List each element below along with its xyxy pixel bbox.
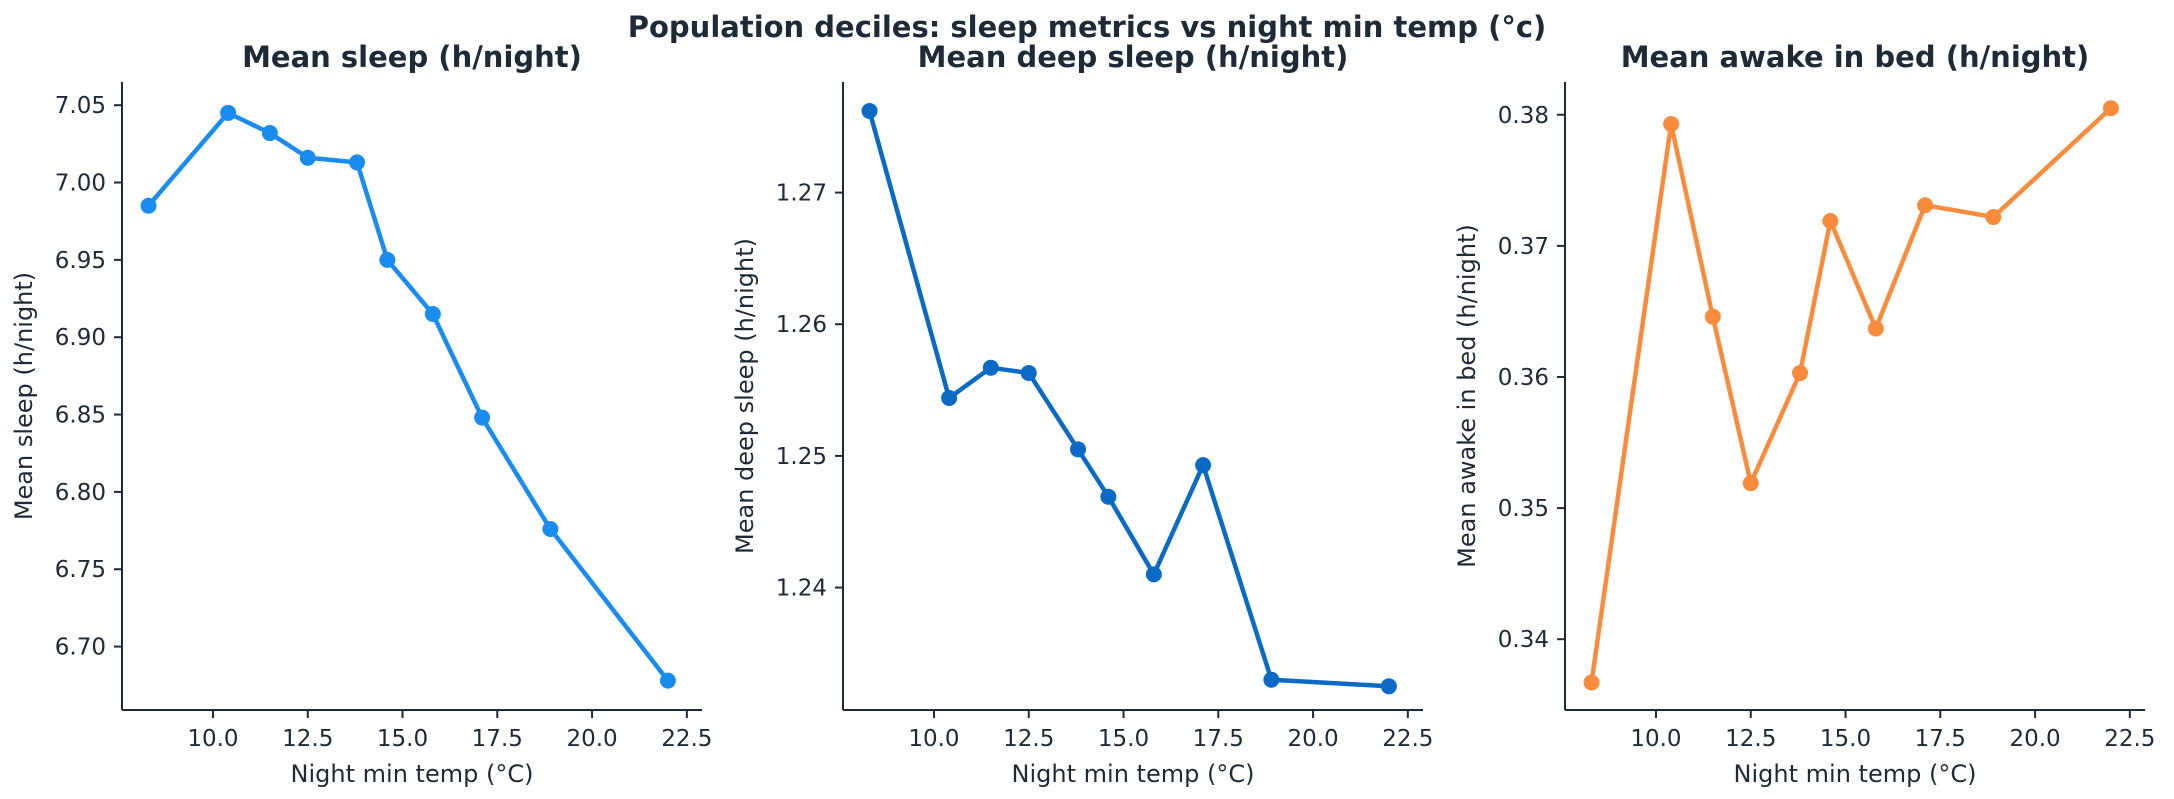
data-point (349, 154, 366, 171)
x-tick-label: 10.0 (187, 726, 238, 752)
x-axis-label: Night min temp (°C) (291, 760, 534, 788)
x-tick-label: 15.0 (377, 726, 428, 752)
data-point (1917, 197, 1934, 214)
x-tick-label: 20.0 (566, 726, 617, 752)
y-axis-label: Mean deep sleep (h/night) (731, 238, 759, 554)
y-tick-label: 6.80 (55, 480, 106, 506)
x-tick-label: 12.5 (282, 726, 333, 752)
chart-title: Mean awake in bed (h/night) (1621, 40, 2090, 74)
data-point (261, 125, 278, 142)
data-point (379, 251, 396, 268)
figure-suptitle: Population deciles: sleep metrics vs nig… (628, 10, 1547, 44)
data-point (542, 521, 559, 538)
y-tick-label: 1.24 (776, 576, 827, 602)
x-tick-label: 12.5 (1003, 726, 1054, 752)
x-tick-label: 22.5 (661, 726, 712, 752)
y-tick-label: 0.34 (1498, 627, 1549, 653)
chart-title: Mean deep sleep (h/night) (918, 40, 1349, 74)
chart-title: Mean sleep (h/night) (242, 40, 582, 74)
series-line (146, 110, 671, 683)
y-tick-label: 6.75 (55, 557, 106, 583)
y-tick-label: 1.27 (776, 181, 827, 207)
data-point (299, 149, 316, 166)
y-axis-label: Mean sleep (h/night) (10, 272, 38, 520)
y-tick-label: 7.00 (55, 171, 106, 197)
y-tick-label: 0.35 (1498, 496, 1549, 522)
data-point (140, 197, 157, 214)
y-tick-label: 6.95 (55, 248, 106, 274)
x-tick-label: 17.5 (1193, 726, 1244, 752)
data-point (220, 104, 237, 121)
x-axis-label: Night min temp (°C) (1012, 760, 1255, 788)
y-tick-label: 0.36 (1498, 365, 1549, 391)
data-point (1583, 674, 1600, 691)
data-point (1380, 678, 1397, 695)
data-point (1663, 115, 1680, 132)
x-tick-label: 20.0 (2009, 726, 2060, 752)
x-tick-label: 17.5 (472, 726, 523, 752)
y-tick-label: 6.85 (55, 403, 106, 429)
x-tick-label: 17.5 (1915, 726, 1966, 752)
data-point (474, 409, 491, 426)
data-point (424, 306, 441, 323)
y-tick-label: 1.26 (776, 312, 827, 338)
data-point (861, 102, 878, 119)
x-tick-label: 12.5 (1725, 726, 1776, 752)
y-tick-label: 6.70 (55, 635, 106, 661)
chart-panel-3: Mean awake in bed (h/night) 10.0 12.5 15.0 1… (1453, 40, 2155, 788)
y-tick-label: 1.25 (776, 444, 827, 470)
data-point (941, 389, 958, 406)
x-tick-label: 10.0 (1630, 726, 1681, 752)
data-point (1070, 441, 1087, 458)
data-point (1867, 320, 1884, 337)
data-point (1145, 566, 1162, 583)
x-tick-label: 15.0 (1098, 726, 1149, 752)
x-tick-label: 15.0 (1820, 726, 1871, 752)
chart-panel-2: Mean deep sleep (h/night) 10.0 12.5 15.0 17.… (731, 40, 1433, 788)
x-tick-label: 20.0 (1287, 726, 1338, 752)
data-point (1195, 457, 1212, 474)
data-point (1263, 671, 1280, 688)
data-point (1985, 209, 2002, 226)
data-point (1100, 488, 1117, 505)
data-point (1704, 308, 1721, 325)
y-tick-label: 0.38 (1498, 103, 1549, 129)
data-point (2102, 100, 2119, 117)
data-point (1792, 365, 1809, 382)
chart-panel-1: Mean sleep (h/night) 10.0 12.5 15.0 17.5 20.0… (10, 40, 712, 788)
series-line (1589, 105, 2114, 685)
x-tick-label: 22.5 (2104, 726, 2155, 752)
data-point (982, 359, 999, 376)
chart-panels: Mean sleep (h/night) 10.0 12.5 15.0 17.5 20.0… (10, 40, 2155, 788)
y-tick-label: 0.37 (1498, 234, 1549, 260)
x-axis-label: Night min temp (°C) (1734, 760, 1977, 788)
series-line (867, 108, 1392, 689)
data-point (1020, 364, 1037, 381)
y-tick-label: 7.05 (55, 93, 106, 119)
x-tick-label: 22.5 (1382, 726, 1433, 752)
x-tick-label: 10.0 (908, 726, 959, 752)
y-axis-label: Mean awake in bed (h/night) (1453, 224, 1481, 568)
data-point (659, 672, 676, 689)
data-point (1822, 212, 1839, 229)
data-point (1742, 475, 1759, 492)
y-tick-label: 6.90 (55, 325, 106, 351)
